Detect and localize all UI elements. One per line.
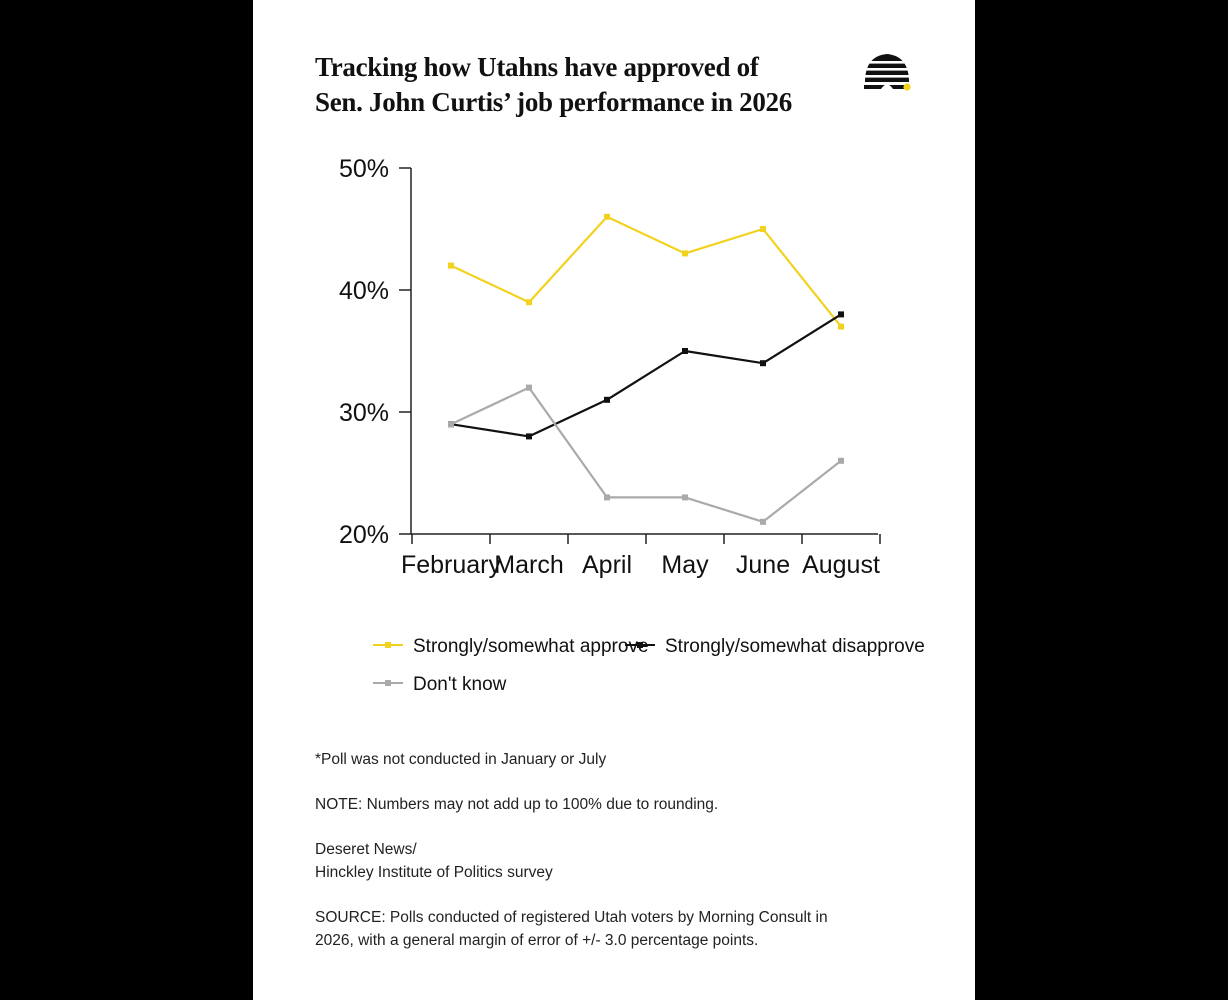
note-line: SOURCE: Polls conducted of registered Ut… xyxy=(315,909,828,926)
data-point xyxy=(838,311,844,318)
y-tick-label: 30% xyxy=(339,399,389,427)
y-tick-label: 40% xyxy=(339,277,389,305)
x-tick-label: February xyxy=(401,551,502,579)
data-point xyxy=(448,421,454,428)
chart-legend: Strongly/somewhat approve Strongly/somewh… xyxy=(373,636,925,695)
data-point xyxy=(682,250,688,257)
data-point xyxy=(604,396,610,403)
note-rounding: NOTE: Numbers may not add up to 100% due… xyxy=(315,793,915,816)
x-tick-label: June xyxy=(736,551,790,579)
beehive-icon xyxy=(863,54,913,91)
chart-title: Tracking how Utahns have approved of Sen… xyxy=(315,50,875,120)
data-point xyxy=(604,213,610,220)
note-line: Deseret News/ xyxy=(315,841,417,858)
series-line xyxy=(450,386,842,523)
legend-label: Strongly/somewhat disapprove xyxy=(665,636,925,657)
chart-card: Tracking how Utahns have approved of Sen… xyxy=(253,0,975,1000)
note-line: *Poll was not conducted in January or Ju… xyxy=(315,751,607,768)
note-line: 2026, with a general margin of error of … xyxy=(315,932,759,949)
note-credit: Deseret News/ Hinckley Institute of Poli… xyxy=(315,838,915,884)
data-point xyxy=(526,433,532,440)
data-point xyxy=(448,262,454,269)
data-point xyxy=(760,518,766,525)
note-january-july: *Poll was not conducted in January or Ju… xyxy=(315,748,915,771)
data-point xyxy=(526,384,532,391)
chart-series xyxy=(448,213,844,525)
legend-swatch-marker xyxy=(385,680,391,686)
title-line-2: Sen. John Curtis’ job performance in 202… xyxy=(315,87,792,117)
y-tick-label: 20% xyxy=(339,521,389,549)
data-point xyxy=(682,494,688,501)
title-line-1: Tracking how Utahns have approved of xyxy=(315,52,759,82)
legend-swatch-marker xyxy=(385,642,391,648)
x-tick-label: March xyxy=(494,551,563,579)
legend-label: Strongly/somewhat approve xyxy=(413,636,649,657)
x-tick-label: April xyxy=(582,551,632,579)
x-tick-label: August xyxy=(802,551,880,579)
data-point xyxy=(838,457,844,464)
data-point xyxy=(682,348,688,354)
data-point xyxy=(604,494,610,501)
series-line xyxy=(450,313,842,438)
note-source: SOURCE: Polls conducted of registered Ut… xyxy=(315,906,915,952)
data-point xyxy=(760,226,766,232)
data-point xyxy=(838,323,844,330)
legend-label: Don't know xyxy=(413,674,507,695)
y-tick-label: 50% xyxy=(339,155,389,183)
note-line: NOTE: Numbers may not add up to 100% due… xyxy=(315,796,719,813)
series-line xyxy=(450,215,842,328)
legend-swatch-marker xyxy=(637,642,643,648)
x-tick-label: May xyxy=(661,551,709,579)
chart-notes: *Poll was not conducted in January or Ju… xyxy=(315,748,915,974)
note-line: Hinckley Institute of Politics survey xyxy=(315,864,553,881)
data-point xyxy=(526,299,532,306)
data-point xyxy=(760,360,766,367)
